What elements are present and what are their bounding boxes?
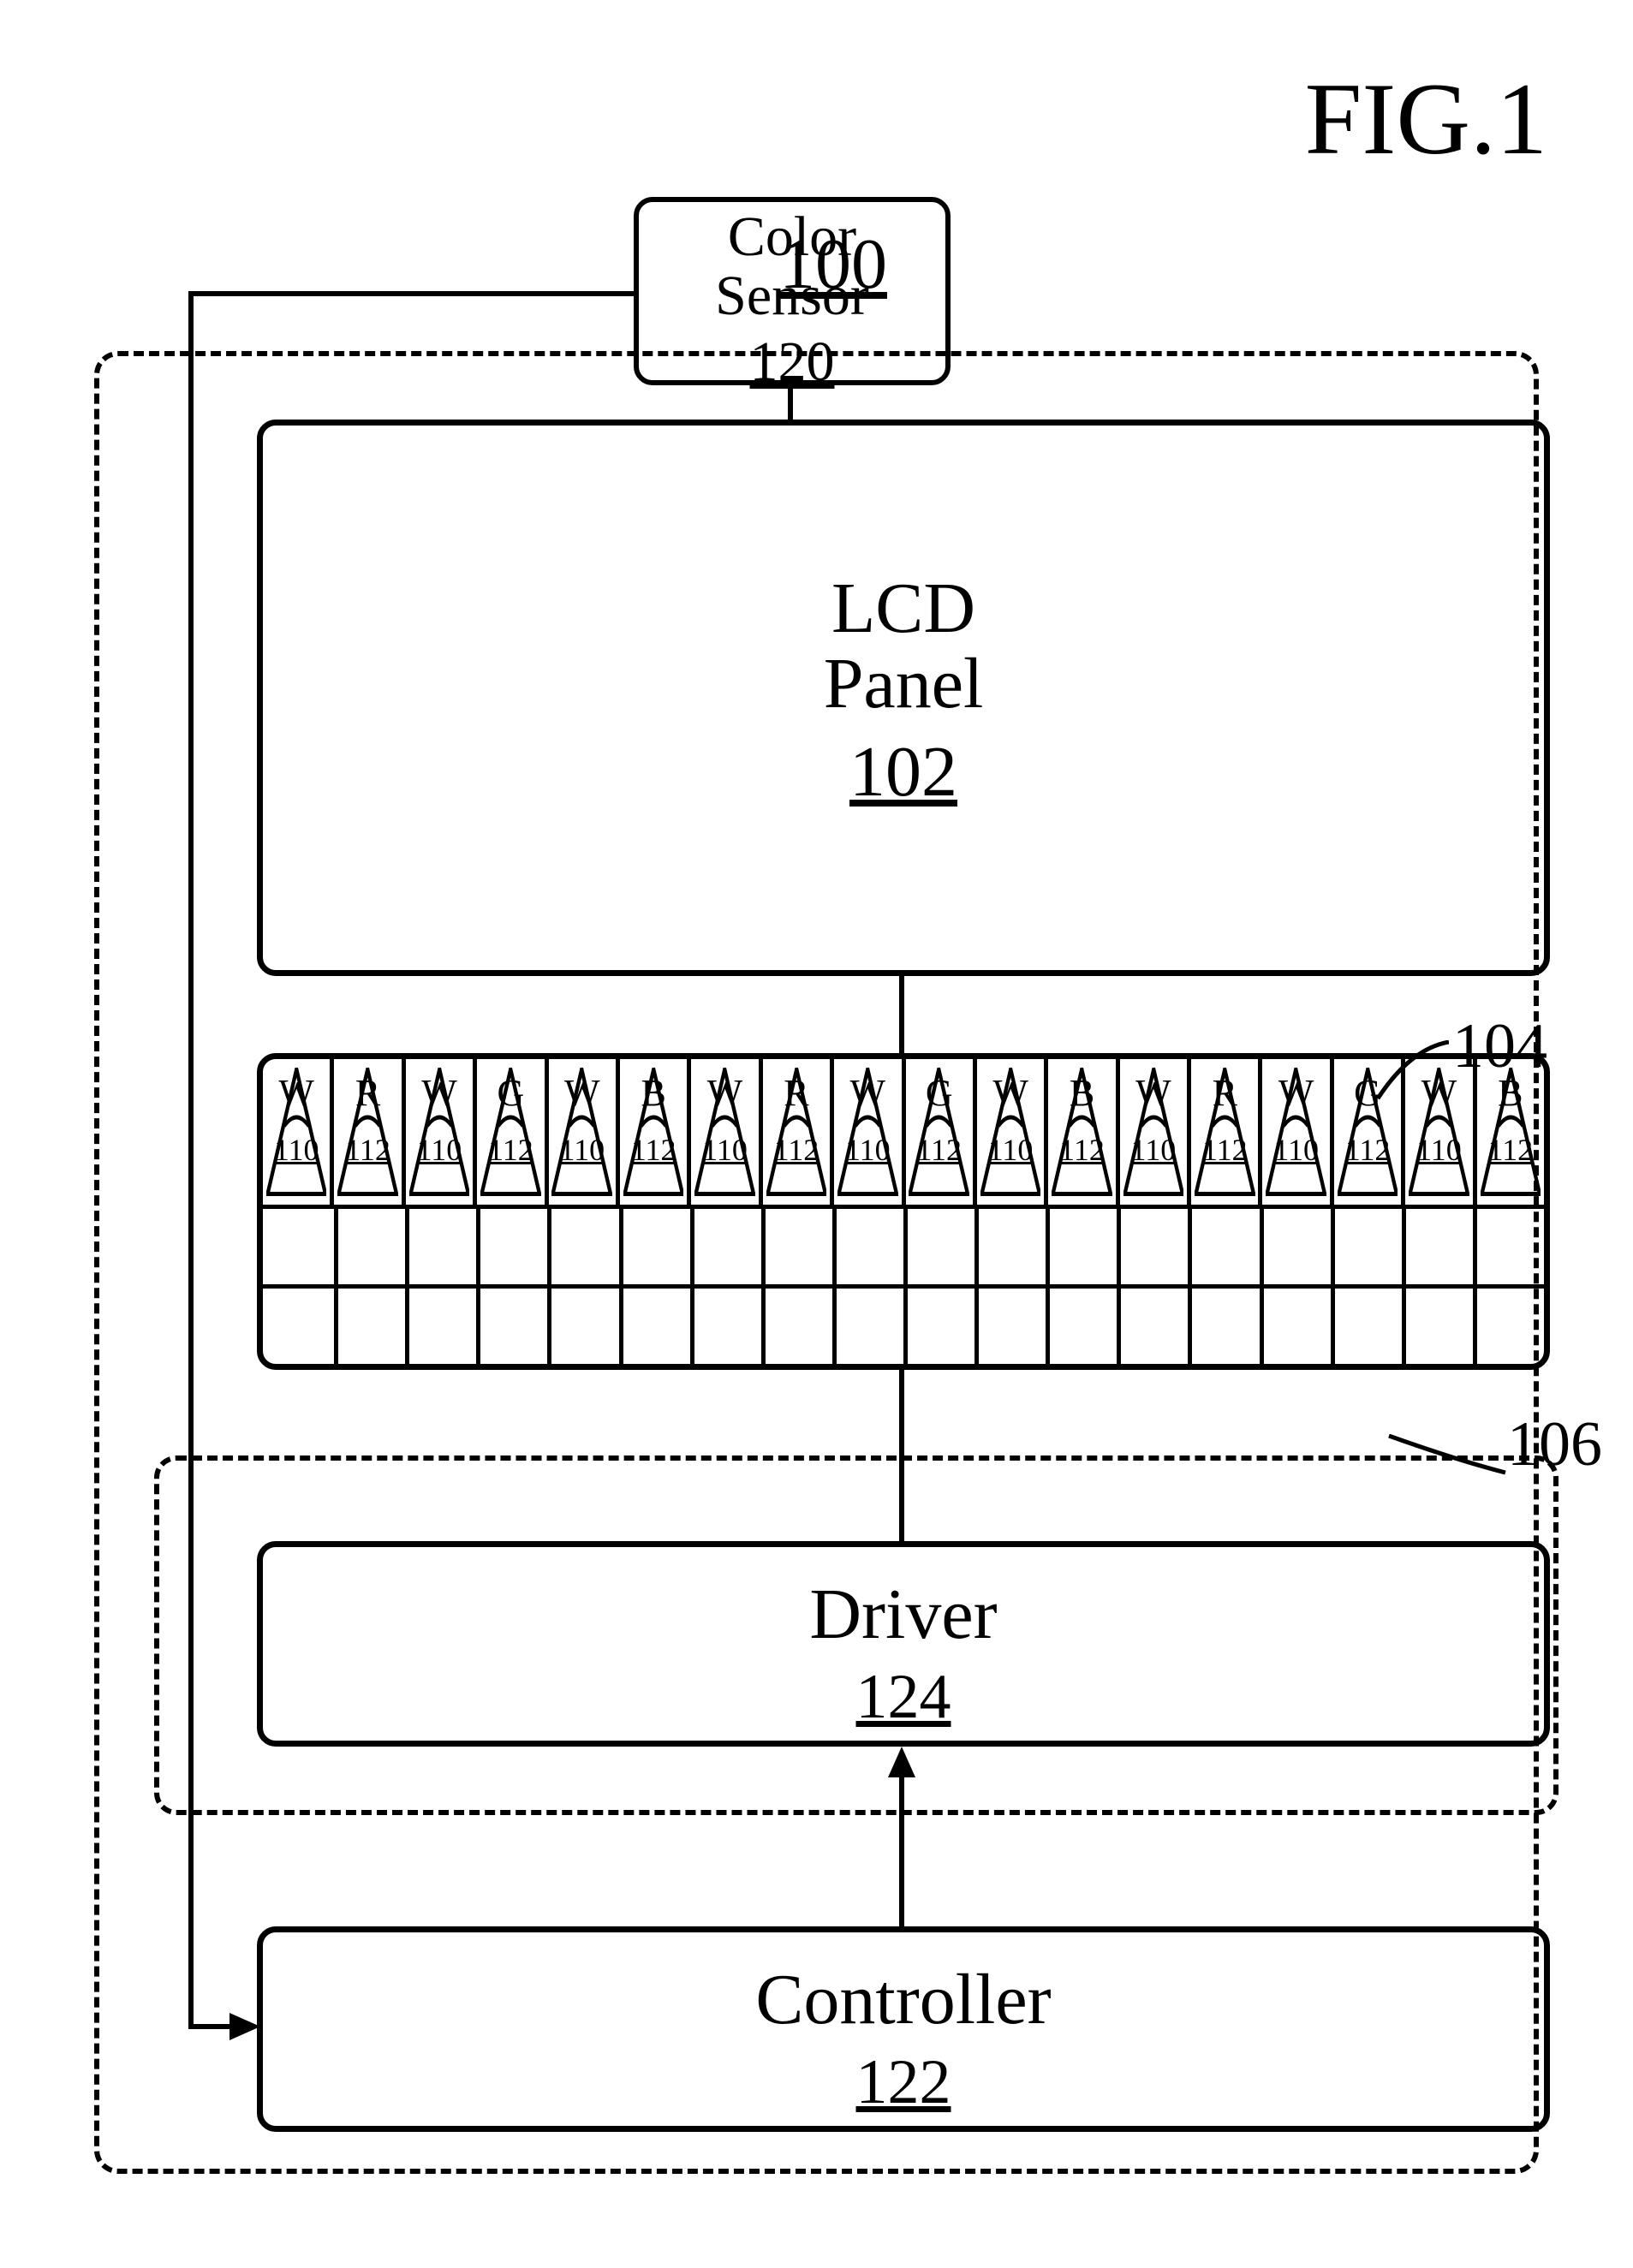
led-ref: 112 [906, 1132, 973, 1168]
driver-ref: 124 [263, 1661, 1544, 1734]
led-letter: W [406, 1071, 473, 1115]
led-ref: 110 [1262, 1132, 1329, 1168]
led-ref: 112 [477, 1132, 544, 1168]
wire-lcd-backlight [899, 976, 904, 1053]
led-ref: 110 [1120, 1132, 1187, 1168]
controller-ref: 122 [263, 2046, 1544, 2119]
figure-title: FIG.1 [1305, 60, 1547, 178]
driver-label: Driver [263, 1573, 1544, 1656]
lcd-panel-block: LCD Panel 102 [257, 420, 1550, 976]
led-letter: W [834, 1071, 901, 1115]
led-cell: B 112 [1048, 1059, 1119, 1205]
led-ref: 112 [1048, 1132, 1115, 1168]
controller-label: Controller [263, 1958, 1544, 2041]
led-row: W110R112W110G112W110B112W110R112W110G112… [263, 1059, 1544, 1205]
wire-left-bus-v [188, 291, 194, 2029]
led-letter: W [1262, 1071, 1329, 1115]
led-letter: W [691, 1071, 758, 1115]
led-ref: 110 [549, 1132, 616, 1168]
backlight-ref: 104 [1452, 1010, 1547, 1083]
led-letter: B [1048, 1071, 1115, 1115]
led-cell: W 110 [691, 1059, 762, 1205]
led-cell: W 110 [263, 1059, 334, 1205]
led-letter: W [263, 1071, 330, 1115]
led-ref: 110 [834, 1132, 901, 1168]
led-cell: G 112 [906, 1059, 977, 1205]
led-letter: R [763, 1071, 830, 1115]
led-cell: W 110 [406, 1059, 477, 1205]
led-cell: B 112 [620, 1059, 691, 1205]
led-cell: G 112 [477, 1059, 548, 1205]
wire-backlight-driver [899, 1370, 904, 1541]
led-cell: R 112 [763, 1059, 834, 1205]
wire-sensor-left-h [188, 291, 634, 296]
led-letter: W [1120, 1071, 1187, 1115]
arrow-into-controller [229, 2013, 260, 2040]
arrow-controller-driver [888, 1747, 915, 1777]
led-cell: W 110 [834, 1059, 905, 1205]
led-letter: G [477, 1071, 544, 1115]
led-letter: G [906, 1071, 973, 1115]
led-ref: 110 [977, 1132, 1044, 1168]
backlight-block: W110R112W110G112W110B112W110R112W110G112… [257, 1053, 1550, 1370]
led-letter: R [334, 1071, 401, 1115]
led-ref: 110 [1405, 1132, 1472, 1168]
led-cell: W 110 [549, 1059, 620, 1205]
lcd-panel-label: LCD Panel [263, 571, 1544, 722]
led-ref: 112 [1477, 1132, 1544, 1168]
backlight-grid [263, 1205, 1544, 1364]
led-letter: R [1191, 1071, 1258, 1115]
led-ref: 112 [763, 1132, 830, 1168]
led-ref: 110 [691, 1132, 758, 1168]
led-ref: 112 [620, 1132, 687, 1168]
led-ref: 110 [263, 1132, 330, 1168]
led-ref: 112 [1191, 1132, 1258, 1168]
leader-104 [1376, 1040, 1449, 1100]
led-cell: R 112 [1191, 1059, 1262, 1205]
color-sensor-label: Color Sensor [639, 202, 945, 326]
wire-sensor-down [788, 385, 793, 420]
driver-block: Driver 124 [257, 1541, 1550, 1747]
lcd-panel-ref: 102 [263, 730, 1544, 813]
led-ref: 112 [1334, 1132, 1401, 1168]
led-letter: W [977, 1071, 1044, 1115]
led-ref: 110 [406, 1132, 473, 1168]
figure-page: FIG.1 100 Color Sensor 120 LCD Panel 102… [34, 34, 1599, 2234]
led-letter: B [620, 1071, 687, 1115]
led-ref: 112 [334, 1132, 401, 1168]
led-cell: W 110 [977, 1059, 1048, 1205]
led-cell: W 110 [1120, 1059, 1191, 1205]
controller-block: Controller 122 [257, 1926, 1550, 2132]
wire-controller-driver [899, 1772, 904, 1926]
color-sensor-block: Color Sensor 120 [634, 197, 951, 385]
leader-106 [1387, 1434, 1507, 1477]
backlight-control-ref: 106 [1507, 1408, 1602, 1481]
led-cell: R 112 [334, 1059, 405, 1205]
led-cell: W 110 [1262, 1059, 1333, 1205]
led-letter: W [549, 1071, 616, 1115]
